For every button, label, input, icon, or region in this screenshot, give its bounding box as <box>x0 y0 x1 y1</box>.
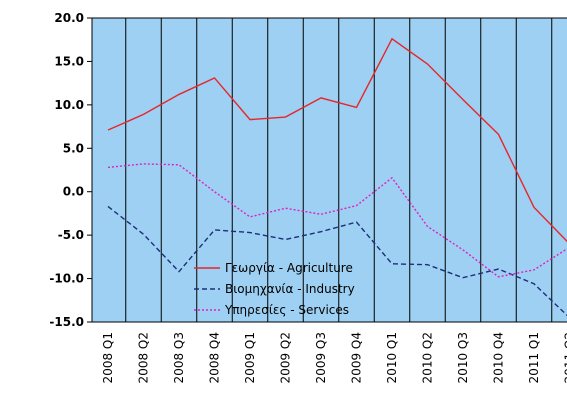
x-tick-label: 2011 Q2 <box>563 332 567 383</box>
x-tick-label: 2008 Q3 <box>172 332 186 383</box>
x-tick-label: 2008 Q4 <box>208 332 222 383</box>
series-line <box>107 37 567 243</box>
x-tick-label: 2008 Q1 <box>101 332 115 383</box>
plot-background <box>92 18 567 322</box>
series-line <box>107 163 567 278</box>
y-tick-label: -15.0 <box>49 315 84 329</box>
legend-label: Υπηρεσίες - Services <box>224 303 349 317</box>
x-tick-label: 2010 Q4 <box>492 332 506 383</box>
y-tick-label: 10.0 <box>54 98 84 112</box>
x-tick-label: 2009 Q1 <box>243 332 257 383</box>
x-tick-label: 2011 Q1 <box>527 332 541 383</box>
x-tick-label: 2009 Q2 <box>279 332 293 383</box>
y-tick-label: -10.0 <box>49 272 84 286</box>
legend-label: Γεωργία - Agriculture <box>225 261 353 275</box>
x-tick-label: 2010 Q1 <box>385 332 399 383</box>
y-tick-label: 20.0 <box>54 11 84 25</box>
y-tick-label: 15.0 <box>54 54 84 68</box>
x-tick-label: 2010 Q3 <box>456 332 470 383</box>
x-tick-label: 2009 Q4 <box>350 332 364 383</box>
y-tick-label: 0.0 <box>63 185 84 199</box>
x-tick-label: 2008 Q2 <box>137 332 151 383</box>
series-line <box>107 205 567 317</box>
x-tick-label: 2010 Q2 <box>421 332 435 383</box>
y-tick-label: 5.0 <box>63 141 84 155</box>
legend-label: Βιομηχανία - Industry <box>225 282 355 296</box>
x-tick-label: 2009 Q3 <box>314 332 328 383</box>
y-tick-label: -5.0 <box>58 228 84 242</box>
